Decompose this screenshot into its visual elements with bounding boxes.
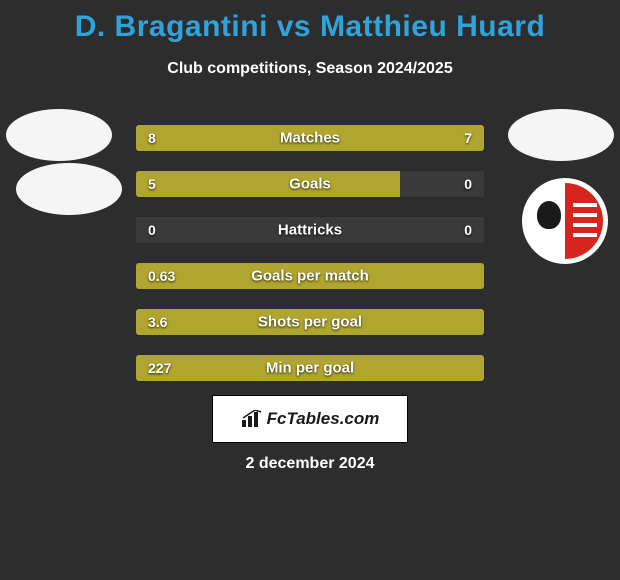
stats-bars: 8 7 Matches 5 0 Goals 0 0 Hattricks 0.63 Goals per… <box>135 124 485 400</box>
stat-row: 0 0 Hattricks <box>135 216 485 244</box>
stat-label: Goals <box>289 176 331 193</box>
bar-chart-icon <box>241 410 263 428</box>
player2-club-badge <box>522 178 608 264</box>
comparison-title: D. Bragantini vs Matthieu Huard <box>0 0 620 48</box>
fctables-logo: FcTables.com <box>212 395 408 443</box>
snapshot-date: 2 december 2024 <box>246 455 375 473</box>
stat-value-right: 0 <box>464 176 472 192</box>
stat-label: Shots per goal <box>258 314 362 331</box>
stat-bar-right <box>321 125 484 151</box>
stat-label: Goals per match <box>251 268 369 285</box>
stat-value-left: 8 <box>148 130 156 146</box>
stat-value-left: 0.63 <box>148 268 175 284</box>
comparison-subtitle: Club competitions, Season 2024/2025 <box>0 60 620 78</box>
stat-row: 5 0 Goals <box>135 170 485 198</box>
player1-avatar-placeholder <box>6 109 112 161</box>
stat-label: Matches <box>280 130 340 147</box>
stat-value-right: 7 <box>464 130 472 146</box>
stat-value-right: 0 <box>464 222 472 238</box>
player1-club-placeholder <box>16 163 122 215</box>
stat-row: 0.63 Goals per match <box>135 262 485 290</box>
stat-value-left: 227 <box>148 360 171 376</box>
stat-bar-left <box>136 171 400 197</box>
stat-value-left: 0 <box>148 222 156 238</box>
stat-row: 227 Min per goal <box>135 354 485 382</box>
stat-label: Hattricks <box>278 222 342 239</box>
player2-avatar-placeholder <box>508 109 614 161</box>
footer-brand-text: FcTables.com <box>267 409 380 429</box>
stat-row: 3.6 Shots per goal <box>135 308 485 336</box>
moor-head-icon <box>537 201 561 229</box>
stat-value-left: 3.6 <box>148 314 167 330</box>
stat-row: 8 7 Matches <box>135 124 485 152</box>
stat-label: Min per goal <box>266 360 354 377</box>
stat-value-left: 5 <box>148 176 156 192</box>
